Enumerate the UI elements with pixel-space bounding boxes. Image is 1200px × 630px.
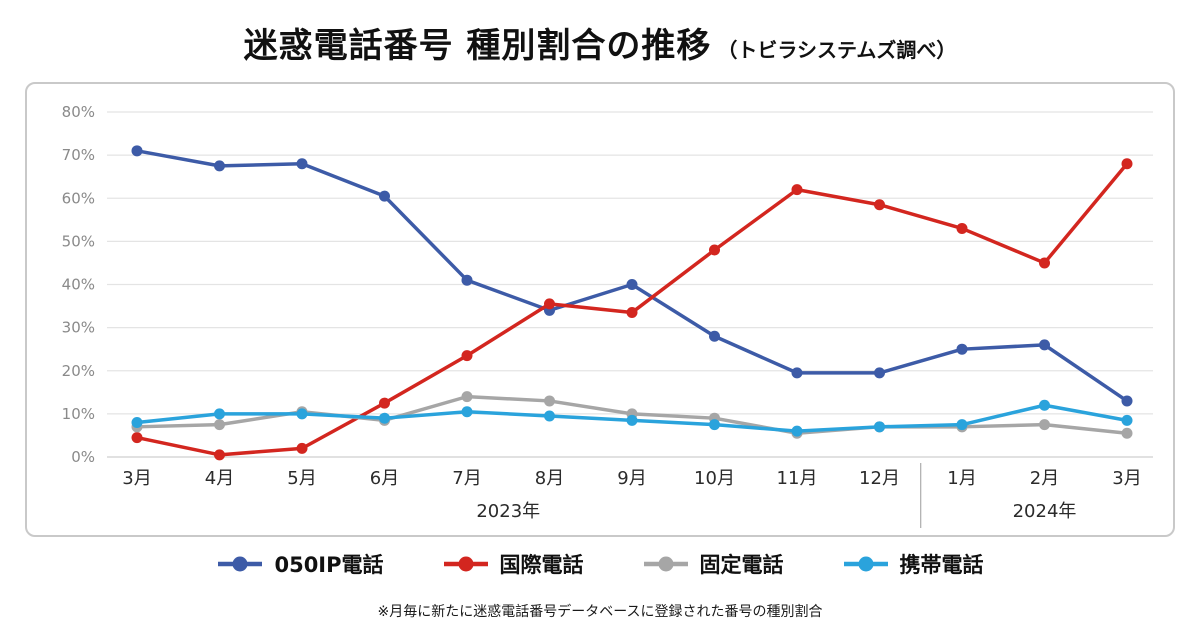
data-point-国際電話 — [544, 298, 555, 310]
chart-legend: 050IP電話 国際電話 固定電話 携帯電話 — [0, 549, 1200, 579]
data-point-050IP電話 — [131, 145, 143, 157]
title-main: 迷惑電話番号 種別割合の推移 — [243, 26, 712, 66]
legend-label: 携帯電話 — [899, 553, 984, 577]
y-tick-label: 30% — [62, 319, 95, 337]
x-tick-label: 9月 — [617, 468, 646, 489]
data-point-国際電話 — [461, 350, 473, 362]
legend-line-marker-icon — [443, 556, 488, 572]
legend-item-国際電話: 国際電話 — [442, 549, 584, 579]
data-point-携帯電話 — [956, 419, 968, 431]
data-point-携帯電話 — [296, 408, 308, 420]
data-point-携帯電話 — [791, 425, 803, 437]
y-tick-label: 50% — [62, 232, 95, 250]
data-point-050IP電話 — [874, 367, 885, 379]
data-point-国際電話 — [379, 397, 390, 409]
data-point-国際電話 — [214, 449, 225, 461]
y-tick-label: 80% — [62, 103, 95, 121]
legend-item-携帯電話: 携帯電話 — [842, 549, 984, 579]
x-tick-label: 5月 — [287, 468, 316, 489]
x-tick-label: 1月 — [947, 468, 976, 489]
y-tick-label: 20% — [62, 362, 95, 380]
legend-item-050IP電話: 050IP電話 — [216, 549, 384, 579]
x-tick-label: 6月 — [370, 468, 399, 489]
year-label: 2023年 — [476, 501, 540, 522]
data-point-国際電話 — [626, 307, 638, 319]
data-point-国際電話 — [709, 244, 720, 256]
data-point-固定電話 — [1121, 427, 1133, 439]
data-point-050IP電話 — [296, 158, 308, 170]
legend-line-marker-icon — [643, 556, 688, 572]
data-point-050IP電話 — [379, 190, 390, 202]
x-tick-label: 12月 — [859, 468, 900, 489]
x-tick-label: 2月 — [1030, 468, 1059, 489]
x-tick-label: 10月 — [694, 468, 735, 489]
line-chart: 0% 10% 20% 30% 40% 50% 60% 70% 80% 3月 4月 5月 6月 7月 8月 9月… — [62, 103, 1153, 528]
legend-label: 固定電話 — [699, 553, 784, 577]
data-point-050IP電話 — [214, 160, 225, 172]
data-point-固定電話 — [544, 395, 555, 407]
title-sub: （トビラシステムズ調べ） — [717, 38, 957, 62]
x-tick-label: 3月 — [1112, 468, 1141, 489]
data-point-050IP電話 — [1039, 339, 1050, 351]
legend-line-marker-icon — [218, 556, 263, 572]
x-tick-label: 8月 — [535, 468, 564, 489]
data-point-携帯電話 — [1121, 414, 1133, 426]
data-point-国際電話 — [956, 222, 968, 234]
data-point-050IP電話 — [626, 279, 638, 290]
data-point-携帯電話 — [709, 419, 720, 431]
page-title: 迷惑電話番号 種別割合の推移 （トビラシステムズ調べ） — [0, 18, 1200, 67]
data-point-050IP電話 — [461, 274, 473, 286]
x-tick-label: 11月 — [777, 468, 818, 489]
data-point-050IP電話 — [1121, 395, 1133, 407]
y-tick-label: 60% — [62, 189, 95, 207]
y-tick-label: 0% — [71, 448, 95, 466]
legend-label: 国際電話 — [499, 553, 584, 577]
data-point-携帯電話 — [379, 412, 390, 424]
data-point-固定電話 — [461, 391, 473, 403]
data-point-国際電話 — [874, 199, 885, 211]
x-tick-label: 4月 — [205, 468, 234, 489]
data-point-国際電話 — [131, 432, 143, 444]
data-point-050IP電話 — [956, 343, 968, 355]
y-tick-label: 70% — [62, 146, 95, 164]
footnote: ※月毎に新たに迷惑電話番号データベースに登録された番号の種別割合 — [377, 604, 823, 620]
data-point-050IP電話 — [709, 330, 720, 342]
data-point-携帯電話 — [626, 414, 638, 426]
x-tick-label: 3月 — [122, 468, 151, 489]
data-point-携帯電話 — [874, 421, 885, 433]
data-point-携帯電話 — [461, 406, 473, 418]
data-point-050IP電話 — [791, 367, 803, 379]
data-point-国際電話 — [1121, 158, 1133, 170]
series-line-050IP電話 — [135, 149, 1129, 403]
data-point-国際電話 — [791, 184, 803, 196]
data-point-固定電話 — [1039, 419, 1050, 431]
year-label: 2024年 — [1013, 501, 1077, 522]
y-tick-label: 10% — [62, 405, 95, 423]
y-tick-label: 40% — [62, 276, 95, 294]
legend-label: 050IP電話 — [274, 553, 384, 577]
data-point-携帯電話 — [131, 417, 143, 428]
data-point-携帯電話 — [214, 408, 225, 420]
data-point-携帯電話 — [1039, 399, 1050, 411]
legend-item-固定電話: 固定電話 — [642, 549, 784, 579]
data-point-固定電話 — [214, 419, 225, 431]
legend-line-marker-icon — [843, 556, 888, 572]
data-point-国際電話 — [296, 442, 308, 454]
chart-panel: 0% 10% 20% 30% 40% 50% 60% 70% 80% 3月 4月 5月 6月 7月 8月 9月… — [25, 82, 1175, 537]
data-point-国際電話 — [1039, 257, 1050, 269]
x-tick-label: 7月 — [452, 468, 481, 489]
data-point-携帯電話 — [544, 410, 555, 422]
